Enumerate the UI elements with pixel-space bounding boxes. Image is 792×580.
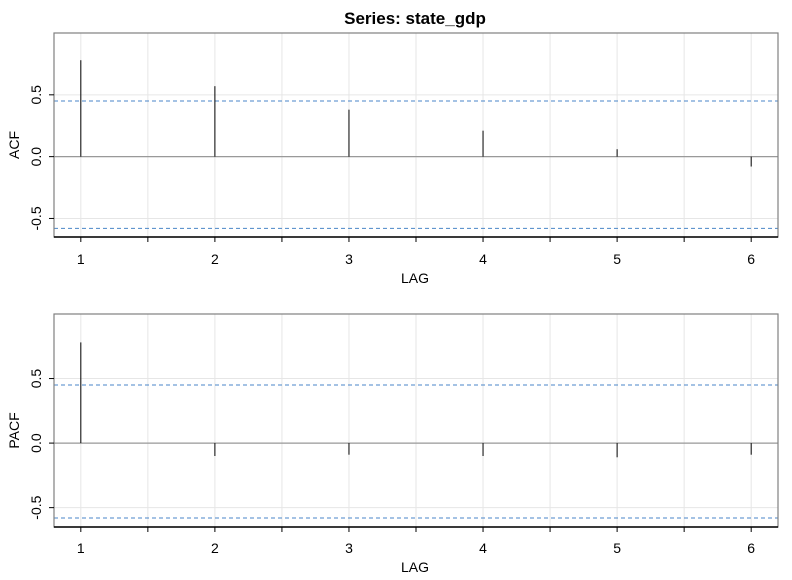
y-tick-label: 0.5 <box>28 85 44 105</box>
x-tick-label: 2 <box>211 251 219 267</box>
y-axis-label: ACF <box>6 131 22 159</box>
x-tick-label: 3 <box>345 251 353 267</box>
y-tick-label: 0.5 <box>28 369 44 389</box>
y-tick-label: -0.5 <box>28 495 44 519</box>
acf-panel: 1 2 3 4 5 6 -0.5 0.0 0.5 LAG ACF <box>6 32 779 286</box>
x-tick-label: 6 <box>747 251 755 267</box>
x-tick-label: 1 <box>77 540 85 556</box>
y-tick-label: 0.0 <box>28 433 44 453</box>
x-tick-label: 5 <box>613 540 621 556</box>
x-tick-label: 1 <box>77 251 85 267</box>
x-axis-label: LAG <box>401 559 429 575</box>
x-tick-label: 2 <box>211 540 219 556</box>
y-tick-label: 0.0 <box>28 147 44 167</box>
x-tick-label: 4 <box>479 251 487 267</box>
y-tick-label: -0.5 <box>28 206 44 230</box>
y-axis-label: PACF <box>6 412 22 448</box>
pacf-panel: 1 2 3 4 5 6 -0.5 0.0 0.5 LAG PACF <box>6 313 779 575</box>
x-tick-label: 5 <box>613 251 621 267</box>
x-axis-label: LAG <box>401 270 429 286</box>
x-tick-label: 4 <box>479 540 487 556</box>
x-tick-label: 6 <box>747 540 755 556</box>
x-tick-label: 3 <box>345 540 353 556</box>
chart-title: Series: state_gdp <box>344 9 486 28</box>
